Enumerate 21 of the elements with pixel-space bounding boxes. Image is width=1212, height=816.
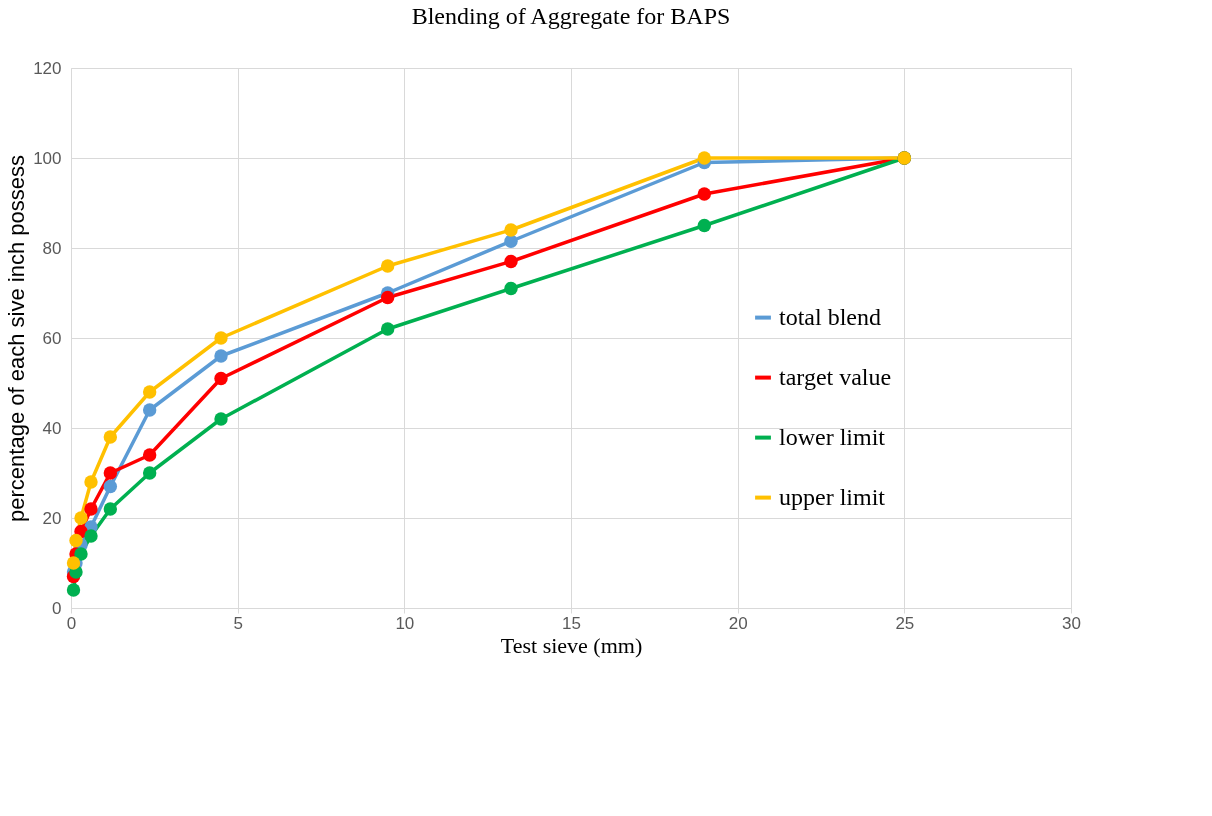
- y-tick-label: 20: [42, 508, 62, 528]
- x-tick-label: 20: [728, 613, 748, 633]
- y-axis-title: percentage of each sive inch possess: [4, 155, 30, 522]
- y-tick-label: 40: [42, 418, 62, 438]
- x-axis-title: Test sieve (mm): [500, 632, 643, 658]
- y-tick-label: 100: [33, 148, 62, 168]
- x-tick-label: 5: [233, 613, 243, 633]
- y-tick-label: 60: [42, 328, 62, 348]
- x-tick-label: 30: [1062, 613, 1081, 633]
- legend-label: upper limit: [779, 483, 886, 510]
- chart-title: Blending of Aggregate for BAPS: [411, 3, 731, 29]
- y-tick-label: 80: [42, 238, 62, 258]
- y-tick-label: 120: [33, 58, 62, 78]
- legend-label: total blend: [779, 303, 881, 330]
- x-tick-label: 10: [395, 613, 415, 633]
- x-tick-label: 15: [562, 613, 581, 633]
- x-tick-label: 0: [66, 613, 77, 633]
- legend-label: lower limit: [779, 423, 886, 450]
- x-tick-label: 25: [895, 613, 915, 633]
- y-tick-label: 0: [52, 598, 62, 618]
- legend-label: target value: [779, 363, 892, 390]
